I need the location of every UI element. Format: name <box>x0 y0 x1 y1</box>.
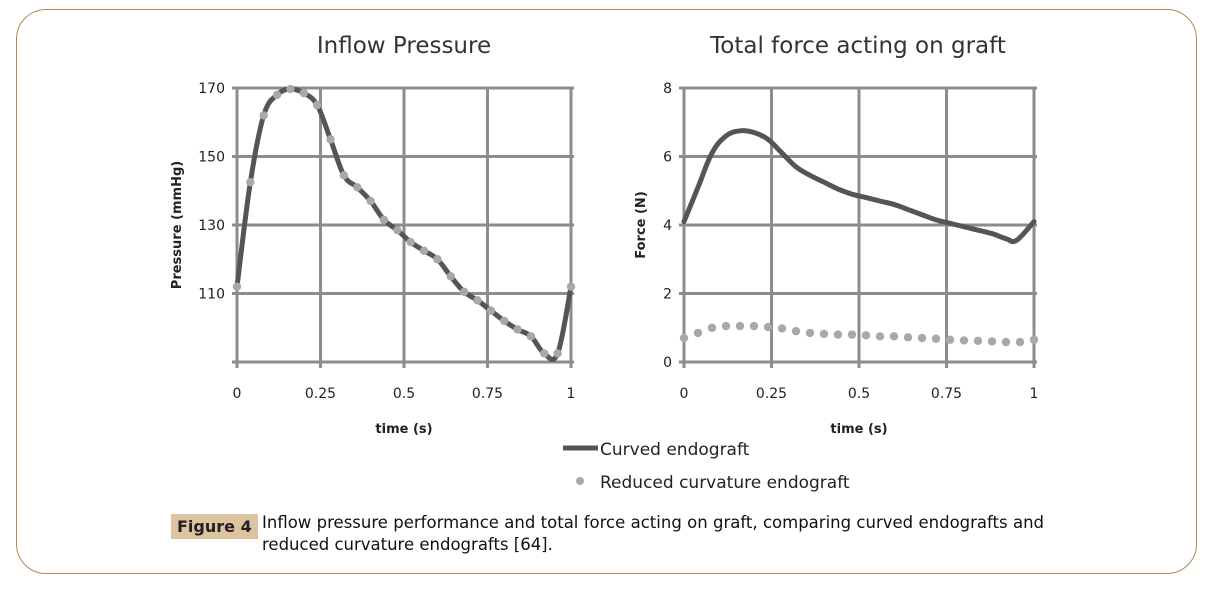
data-point-reduced-curvature <box>833 330 843 339</box>
data-point-reduced-curvature <box>419 246 429 255</box>
series-line-curved-endograft <box>681 128 1037 245</box>
data-point-reduced-curvature <box>1015 337 1025 347</box>
data-point-reduced-curvature <box>749 321 759 331</box>
data-point-reduced-curvature <box>763 322 773 332</box>
grid <box>232 86 574 368</box>
data-point-reduced-curvature <box>526 332 536 341</box>
data-point-reduced-curvature <box>286 84 295 94</box>
data-point-reduced-curvature <box>299 88 308 98</box>
x-axis-label: time (s) <box>375 422 432 437</box>
data-point-reduced-curvature <box>721 321 731 331</box>
data-point-reduced-curvature <box>875 332 885 341</box>
data-point-reduced-curvature <box>553 349 562 358</box>
y-tick-label: 110 <box>198 287 225 303</box>
data-point-reduced-curvature <box>903 333 913 342</box>
x-tick-label: 0.75 <box>472 386 503 402</box>
data-point-reduced-curvature <box>707 323 717 332</box>
x-axis-label: time (s) <box>830 422 887 437</box>
data-point-reduced-curvature <box>433 255 442 264</box>
data-point-reduced-curvature <box>540 349 549 358</box>
data-point-reduced-curvature <box>889 332 899 341</box>
tick-labels: 110 130 150 170 0 0.25 0.5 0.75 1 <box>198 81 575 402</box>
data-point-reduced-curvature <box>406 237 415 247</box>
data-point-reduced-curvature <box>446 272 455 281</box>
data-point-reduced-curvature <box>272 90 282 100</box>
y-tick-label: 4 <box>663 218 672 234</box>
caption-text: Inflow pressure performance and total fo… <box>262 513 1044 554</box>
x-tick-label: 0 <box>233 386 242 402</box>
data-point-reduced-curvature <box>393 225 402 235</box>
x-tick-label: 0.25 <box>305 386 336 402</box>
data-point-reduced-curvature <box>1029 335 1039 344</box>
inflow-pressure-chart: Inflow Pressure 110 130 150 170 0 0.25 0.5 0.75… <box>170 33 575 437</box>
data-point-reduced-curvature <box>693 328 703 338</box>
y-tick-label: 2 <box>663 287 672 303</box>
data-point-reduced-curvature <box>917 333 927 343</box>
y-tick-label: 150 <box>198 150 225 166</box>
data-point-reduced-curvature <box>987 337 997 346</box>
x-tick-label: 0.75 <box>931 386 962 402</box>
data-point-reduced-curvature <box>777 324 787 333</box>
data-marks <box>232 84 576 362</box>
data-point-reduced-curvature <box>1001 337 1011 347</box>
y-axis-label: Force (N) <box>634 191 649 259</box>
x-tick-label: 1 <box>1030 386 1039 402</box>
data-point-reduced-curvature <box>973 336 983 345</box>
data-point-reduced-curvature <box>805 328 815 338</box>
figure-label: Figure 4 <box>171 514 258 539</box>
data-point-reduced-curvature <box>566 282 576 291</box>
data-point-reduced-curvature <box>459 287 469 296</box>
y-tick-label: 0 <box>663 355 672 371</box>
data-point-reduced-curvature <box>486 306 496 315</box>
data-point-reduced-curvature <box>326 135 335 144</box>
chart-title: Inflow Pressure <box>317 33 491 59</box>
y-axis-label: Pressure (mmHg) <box>170 161 185 289</box>
x-tick-label: 0.5 <box>848 386 870 402</box>
data-point-reduced-curvature <box>312 100 322 110</box>
y-tick-label: 6 <box>663 150 672 166</box>
data-point-reduced-curvature <box>945 335 955 344</box>
data-point-reduced-curvature <box>473 296 482 305</box>
x-tick-label: 0.5 <box>393 386 415 402</box>
data-point-reduced-curvature <box>819 329 829 339</box>
data-point-reduced-curvature <box>735 321 745 331</box>
grid <box>679 86 1037 368</box>
data-point-reduced-curvature <box>931 334 941 343</box>
x-tick-label: 0.25 <box>756 386 787 402</box>
data-point-reduced-curvature <box>500 316 509 326</box>
x-tick-label: 0 <box>680 386 689 402</box>
data-point-reduced-curvature <box>339 171 349 180</box>
data-point-reduced-curvature <box>246 177 255 187</box>
legend-label-reduced: Reduced curvature endograft <box>600 473 850 493</box>
figure-frame <box>16 9 1197 574</box>
data-point-reduced-curvature <box>353 183 362 192</box>
data-point-reduced-curvature <box>847 330 857 339</box>
data-point-reduced-curvature <box>679 333 689 343</box>
legend-dot-swatch <box>576 477 584 485</box>
y-tick-label: 8 <box>663 81 672 97</box>
tick-labels: 0 2 4 6 8 0 0.25 0.5 0.75 1 <box>663 81 1038 402</box>
data-point-reduced-curvature <box>861 331 871 340</box>
data-point-reduced-curvature <box>379 215 389 225</box>
data-marks <box>679 128 1039 347</box>
legend-label-curved: Curved endograft <box>600 440 750 460</box>
chart-title: Total force acting on graft <box>709 33 1006 59</box>
y-tick-label: 170 <box>198 81 225 97</box>
data-point-reduced-curvature <box>959 336 969 345</box>
data-point-reduced-curvature <box>366 196 375 206</box>
data-point-reduced-curvature <box>791 326 801 336</box>
x-tick-label: 1 <box>567 386 576 402</box>
legend: Curved endograft Reduced curvature endog… <box>563 440 850 493</box>
data-point-reduced-curvature <box>232 282 242 291</box>
total-force-chart: Total force acting on graft 0 2 4 6 8 0 0.25 0.… <box>634 33 1038 437</box>
data-point-reduced-curvature <box>259 111 268 120</box>
y-tick-label: 130 <box>198 218 225 234</box>
data-point-reduced-curvature <box>513 325 522 334</box>
